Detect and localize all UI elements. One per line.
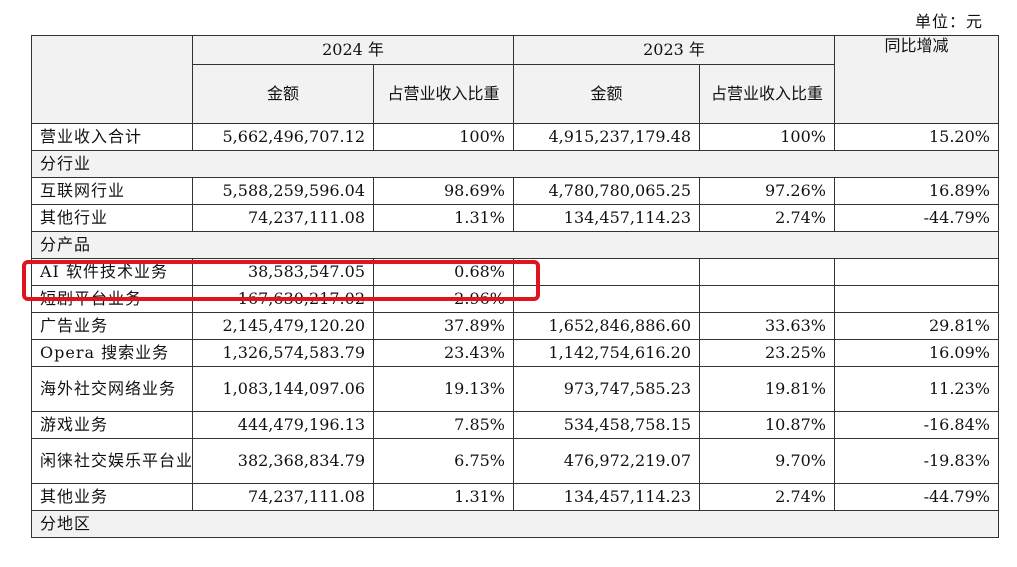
amount-2024-cell: 2,145,479,120.20 xyxy=(192,312,374,340)
row-label: 游戏业务 xyxy=(31,411,193,439)
row-label: 其他行业 xyxy=(31,204,193,232)
row-label: Opera 搜索业务 xyxy=(31,339,193,367)
ratio-2023-cell: 2.74% xyxy=(699,483,835,511)
table-row: Opera 搜索业务 1,326,574,583.79 23.43% 1,142,75… xyxy=(31,339,999,367)
yoy-cell: -44.79% xyxy=(834,204,999,232)
ratio-2023-cell: 100% xyxy=(699,123,835,151)
row-label: 互联网行业 xyxy=(31,177,193,205)
unit-label: 单位：元 xyxy=(914,12,983,31)
yoy-cell: 11.23% xyxy=(834,366,999,412)
table-body: 营业收入合计 5,662,496,707.12 100% 4,915,237,179.… xyxy=(31,123,999,538)
row-label: 海外社交网络业务 xyxy=(31,366,193,412)
yoy-cell xyxy=(834,285,999,313)
amount-2024-cell: 444,479,196.13 xyxy=(192,411,374,439)
yoy-cell: -16.84% xyxy=(834,411,999,439)
section-row: 分地区 xyxy=(31,510,999,538)
table-row: 游戏业务 444,479,196.13 7.85% 534,458,758.15 10.… xyxy=(31,411,999,439)
ratio-2023-cell: 33.63% xyxy=(699,312,835,340)
yoy-cell: 16.89% xyxy=(834,177,999,205)
yoy-cell: 15.20% xyxy=(834,123,999,151)
amount-2024-cell: 1,326,574,583.79 xyxy=(192,339,374,367)
ratio-2023-cell: 19.81% xyxy=(699,366,835,412)
ratio-2024-cell: 37.89% xyxy=(373,312,514,340)
row-label: 广告业务 xyxy=(31,312,193,340)
yoy-cell: 29.81% xyxy=(834,312,999,340)
amount-2024-cell: 5,588,259,596.04 xyxy=(192,177,374,205)
yoy-cell: -19.83% xyxy=(834,438,999,484)
section-label: 分行业 xyxy=(31,150,999,178)
table-row: 闲徕社交娱乐平台业务382,368,834.796.75%476,972,219… xyxy=(31,438,999,484)
amount-2023-cell: 534,458,758.15 xyxy=(513,411,700,439)
ratio-2023-cell xyxy=(699,258,835,286)
table-row: 其他行业 74,237,111.08 1.31% 134,457,114.23 2.74… xyxy=(31,204,999,232)
amount-2024-cell: 74,237,111.08 xyxy=(192,204,374,232)
ratio-2023-cell: 23.25% xyxy=(699,339,835,367)
amount-2023-cell: 1,652,846,886.60 xyxy=(513,312,700,340)
ratio-2024-cell: 1.31% xyxy=(373,204,514,232)
amount-2024-header: 金额 xyxy=(192,64,374,124)
yoy-cell xyxy=(834,258,999,286)
amount-2023-header: 金额 xyxy=(513,64,700,124)
year-2024-header: 2024 年 xyxy=(192,35,514,65)
section-row: 分产品 xyxy=(31,231,999,259)
ratio-2023-header: 占营业收入比重 xyxy=(699,64,835,124)
ratio-2023-cell: 9.70% xyxy=(699,438,835,484)
ratio-2024-cell: 7.85% xyxy=(373,411,514,439)
section-label: 分产品 xyxy=(31,231,999,259)
amount-2024-cell: 1,083,144,097.06 xyxy=(192,366,374,412)
ratio-2023-cell: 97.26% xyxy=(699,177,835,205)
amount-2023-cell: 134,457,114.23 xyxy=(513,204,700,232)
amount-2024-cell: 167,630,217.02 xyxy=(192,285,374,313)
row-label: AI 软件技术业务 xyxy=(31,258,193,286)
section-row: 分行业 xyxy=(31,150,999,178)
amount-2024-cell: 382,368,834.79 xyxy=(192,438,374,484)
header-row-columns: 金额 占营业收入比重 金额 占营业收入比重 xyxy=(32,64,999,124)
ratio-2023-cell: 2.74% xyxy=(699,204,835,232)
table-row: 广告业务 2,145,479,120.20 37.89% 1,652,846,886.… xyxy=(31,312,999,340)
row-label: 闲徕社交娱乐平台业务 xyxy=(31,438,193,484)
year-2023-header: 2023 年 xyxy=(513,35,835,65)
ratio-2024-cell: 19.13% xyxy=(373,366,514,412)
section-label: 分地区 xyxy=(31,510,999,538)
ratio-2024-cell: 100% xyxy=(373,123,514,151)
ratio-2024-cell: 98.69% xyxy=(373,177,514,205)
ratio-2024-cell: 2.96% xyxy=(373,285,514,313)
table-row: 营业收入合计 5,662,496,707.12 100% 4,915,237,179.… xyxy=(31,123,999,151)
row-label: 营业收入合计 xyxy=(31,123,193,151)
ratio-2024-header: 占营业收入比重 xyxy=(373,64,514,124)
yoy-cell: -44.79% xyxy=(834,483,999,511)
amount-2024-cell: 5,662,496,707.12 xyxy=(192,123,374,151)
yoy-header: 同比增减 xyxy=(834,35,999,124)
amount-2023-cell: 973,747,585.23 xyxy=(513,366,700,412)
amount-2024-cell: 38,583,547.05 xyxy=(192,258,374,286)
row-label: 短剧平台业务 xyxy=(31,285,193,313)
table-row: AI 软件技术业务 38,583,547.05 0.68% xyxy=(31,258,999,286)
ratio-2023-cell: 10.87% xyxy=(699,411,835,439)
amount-2024-cell: 74,237,111.08 xyxy=(192,483,374,511)
ratio-2024-cell: 1.31% xyxy=(373,483,514,511)
table-row: 互联网行业 5,588,259,596.04 98.69% 4,780,780,065… xyxy=(31,177,999,205)
amount-2023-cell: 4,780,780,065.25 xyxy=(513,177,700,205)
yoy-cell: 16.09% xyxy=(834,339,999,367)
amount-2023-cell xyxy=(513,258,700,286)
amount-2023-cell: 1,142,754,616.20 xyxy=(513,339,700,367)
table-row: 海外社交网络业务 1,083,144,097.06 19.13% 973,747,58… xyxy=(31,366,999,412)
table-row: 短剧平台业务 167,630,217.02 2.96% xyxy=(31,285,999,313)
ratio-2024-cell: 0.68% xyxy=(373,258,514,286)
revenue-table: 2024 年 2023 年 同比增减 金额 占营业收入比重 金额 占营业收入比重… xyxy=(31,35,999,538)
header-row-years: 2024 年 2023 年 同比增减 xyxy=(31,35,999,124)
corner-cell xyxy=(31,35,193,124)
table-row: 其他业务 74,237,111.08 1.31% 134,457,114.23 2.74… xyxy=(31,483,999,511)
amount-2023-cell: 4,915,237,179.48 xyxy=(513,123,700,151)
ratio-2024-cell: 23.43% xyxy=(373,339,514,367)
amount-2023-cell: 476,972,219.07 xyxy=(513,438,700,484)
amount-2023-cell xyxy=(513,285,700,313)
amount-2023-cell: 134,457,114.23 xyxy=(513,483,700,511)
row-label: 其他业务 xyxy=(31,483,193,511)
ratio-2024-cell: 6.75% xyxy=(373,438,514,484)
ratio-2023-cell xyxy=(699,285,835,313)
